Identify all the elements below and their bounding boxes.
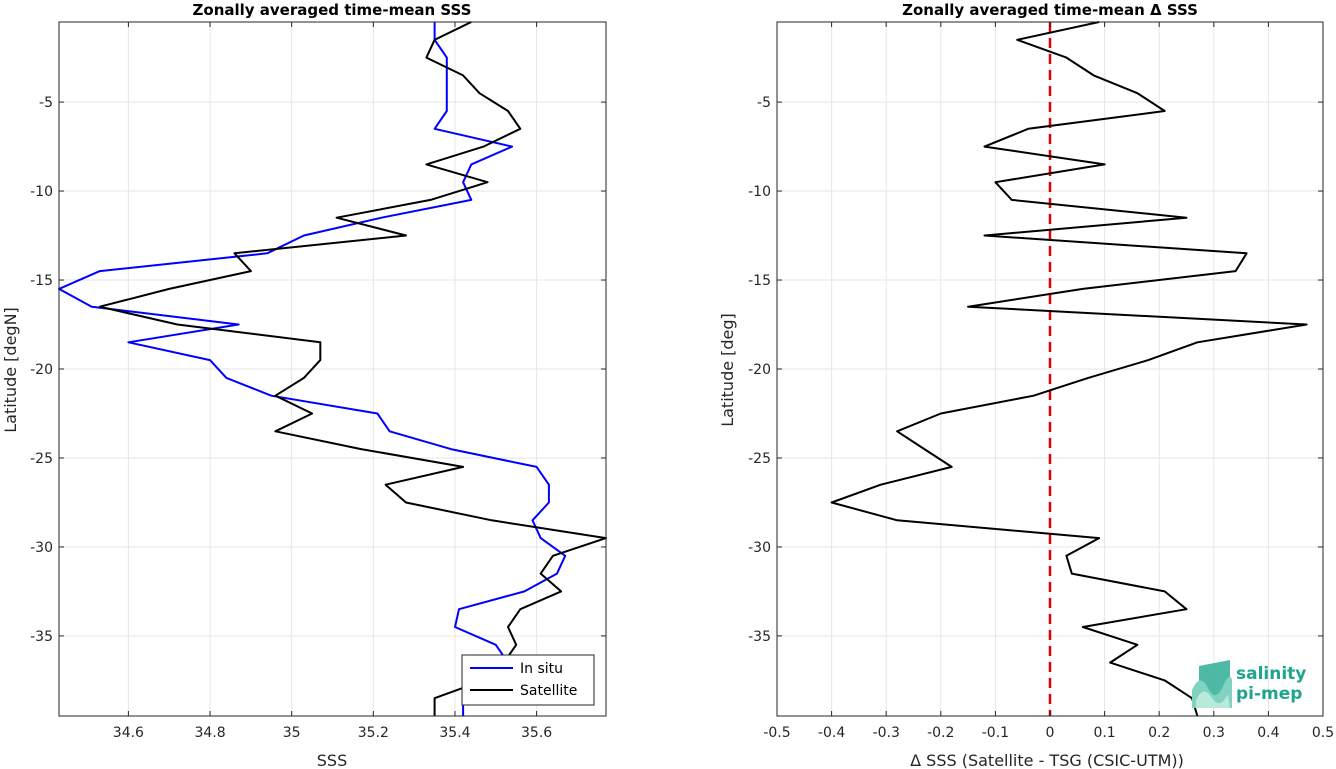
delta-sss-y-tick-label: -25 <box>748 451 771 467</box>
sss-y-tick-label: -20 <box>30 362 53 378</box>
delta-sss-y-axis-label: Latitude [deg] <box>718 313 737 427</box>
sss-y-tick-label: -30 <box>30 540 53 556</box>
sss-y-tick-label: -10 <box>30 184 53 200</box>
sss-y-tick-label: -5 <box>39 95 53 111</box>
sss-y-tick-label: -15 <box>30 273 53 289</box>
delta-sss-panel-title: Zonally averaged time-mean Δ SSS <box>902 1 1198 19</box>
sss-series-line-satellite <box>98 21 607 716</box>
delta-sss-x-tick-label: 0 <box>1046 725 1055 741</box>
delta-sss-y-tick-label: -10 <box>748 184 771 200</box>
sss-legend: In situ Satellite <box>461 654 595 706</box>
delta-sss-x-tick-label: -0.1 <box>982 725 1009 741</box>
delta-sss-x-tick-label: -0.3 <box>873 725 900 741</box>
sss-x-tick-label: 35.6 <box>521 725 552 741</box>
sss-y-tick-label: -25 <box>30 451 53 467</box>
sss-series-line-in-situ <box>58 22 567 716</box>
delta-sss-y-tick-label: -30 <box>748 540 771 556</box>
legend-entry-satellite: Satellite <box>520 683 577 699</box>
delta-sss-x-tick-label: -0.2 <box>927 725 954 741</box>
legend-box <box>461 654 595 706</box>
sss-x-tick-label: 34.8 <box>194 725 225 741</box>
delta-sss-x-tick-label: -0.5 <box>763 725 790 741</box>
delta-sss-y-tick-label: -35 <box>748 629 771 645</box>
wave-logo-icon <box>1192 660 1232 708</box>
delta-sss-x-axis-label: Δ SSS (Satellite - TSG (CSIC-UTM)) <box>910 751 1184 769</box>
sss-y-axis-label: Latitude [degN] <box>1 307 20 433</box>
delta-sss-y-tick-label: -15 <box>748 273 771 289</box>
delta-sss-y-tick-label: -20 <box>748 362 771 378</box>
sss-x-tick-label: 35.2 <box>358 725 389 741</box>
sss-panel: Zonally averaged time-mean SSS SSS Latit… <box>1 1 607 769</box>
sss-x-tick-label: 35.4 <box>439 725 470 741</box>
delta-sss-panel: Zonally averaged time-mean Δ SSS Δ SSS (… <box>718 1 1334 769</box>
legend-entry-in-situ: In situ <box>520 661 563 677</box>
salinity-pi-mep-logo: salinity pi-mep <box>1192 660 1306 708</box>
logo-text-line1: salinity <box>1236 664 1306 684</box>
sss-x-tick-label: 34.6 <box>113 725 144 741</box>
delta-sss-x-tick-label: 0.2 <box>1148 725 1170 741</box>
delta-sss-series-line-series-0 <box>830 21 1308 717</box>
delta-sss-x-tick-label: 0.4 <box>1257 725 1279 741</box>
sss-panel-title: Zonally averaged time-mean SSS <box>193 1 472 19</box>
delta-sss-x-tick-label: -0.4 <box>818 725 845 741</box>
delta-sss-y-tick-label: -5 <box>757 95 771 111</box>
sss-x-tick-label: 35 <box>283 725 301 741</box>
delta-sss-x-tick-label: 0.1 <box>1093 725 1115 741</box>
sss-y-tick-label: -35 <box>30 629 53 645</box>
delta-sss-x-tick-label: 0.5 <box>1312 725 1334 741</box>
logo-text-line2: pi-mep <box>1236 684 1302 704</box>
delta-sss-x-tick-label: 0.3 <box>1203 725 1225 741</box>
sss-x-axis-label: SSS <box>317 751 347 769</box>
